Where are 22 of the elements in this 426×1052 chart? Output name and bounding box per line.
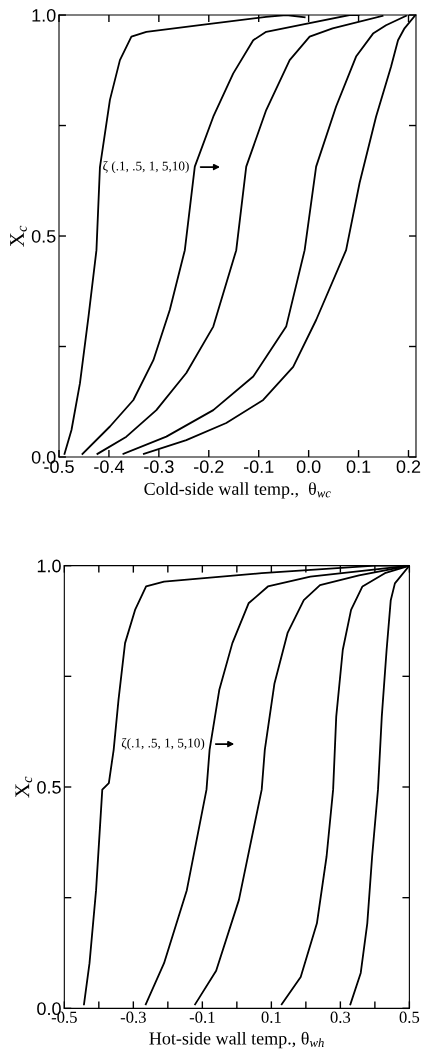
x-tick-label: -0.3: [120, 1011, 146, 1023]
annotation: ζ (.1, .5, 1, 5,10): [103, 161, 189, 174]
x-tick-label: 0.3: [330, 1011, 351, 1023]
x-tick-label: 0.2: [396, 460, 421, 474]
annotation: ζ(.1, .5, 1, 5,10): [121, 738, 205, 751]
x-tick-label: -0.4: [94, 460, 124, 474]
x-tick-label: -0.3: [144, 460, 174, 474]
x-tick-label: 0.0: [296, 460, 321, 474]
x-axis-title: Hot-side wall temp., θ$_{wh}$: [149, 1031, 324, 1049]
y-tick-label: 1.0: [32, 8, 56, 22]
y-axis-title: X$_{c}$: [10, 225, 27, 247]
y-axis-title: X$_{c}$: [15, 776, 33, 798]
y-tick-label: 1.0: [37, 559, 61, 573]
y-tick-label: 0.5: [37, 780, 61, 794]
x-tick-label: -0.2: [194, 460, 224, 474]
y-tick-label: 0.5: [31, 229, 56, 243]
x-tick-label: 0.1: [261, 1011, 281, 1023]
x-tick-label: -0.1: [243, 460, 274, 474]
x-axis-title: Cold-side wall temp., θ$_{wc}$: [144, 482, 331, 499]
x-tick-label: -0.1: [189, 1011, 215, 1023]
x-tick-label: 0.1: [346, 460, 371, 474]
x-tick-label: 0.5: [399, 1011, 420, 1023]
